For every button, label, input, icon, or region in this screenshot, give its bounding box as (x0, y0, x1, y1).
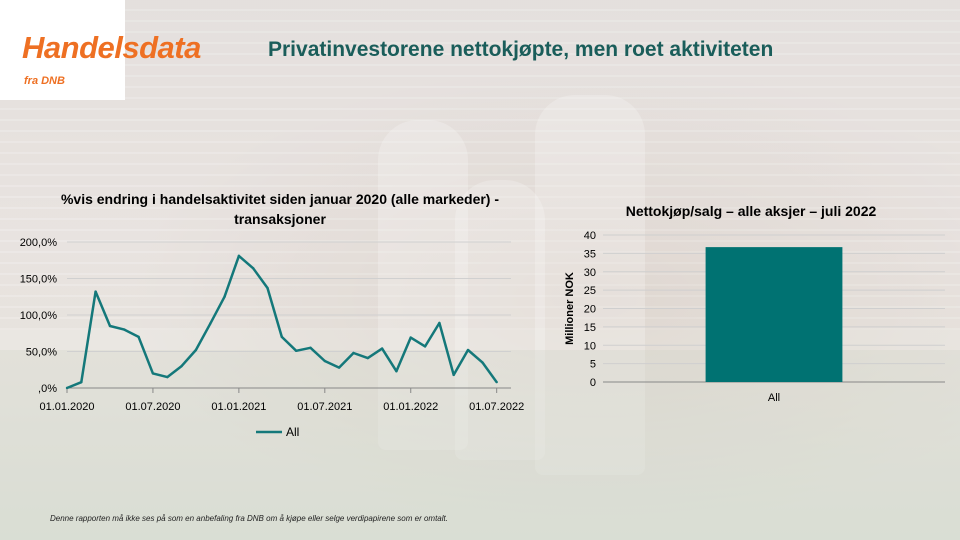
brand-title: Handelsdata (22, 30, 201, 65)
data-point (452, 373, 455, 377)
data-point (94, 290, 97, 293)
x-tick-label: 01.01.2021 (211, 401, 266, 413)
y-tick-label: 10 (584, 340, 596, 352)
data-point (266, 286, 269, 290)
line-chart-title: %vis endring i handelsaktivitet siden ja… (60, 191, 500, 227)
data-point (80, 380, 83, 384)
data-point (280, 335, 284, 339)
y-tick-label: 50,0% (26, 347, 57, 359)
data-point (209, 322, 212, 325)
y-tick-label: 20 (584, 304, 596, 316)
data-point (380, 347, 384, 350)
x-tick-label: 01.07.2022 (469, 401, 524, 413)
series-line-all (66, 254, 498, 390)
x-tick-label: 01.07.2020 (125, 401, 180, 413)
data-point (223, 295, 226, 298)
data-point (123, 328, 126, 331)
disclaimer-text: Denne rapporten må ikke ses på som en an… (50, 514, 448, 523)
data-point (395, 370, 398, 373)
x-tick-label: 01.07.2021 (297, 401, 352, 413)
x-tick-label: 01.01.2020 (39, 401, 94, 413)
y-tick-label: 200,0% (20, 237, 58, 249)
y-tick-label: 5 (590, 359, 596, 371)
data-point (108, 324, 112, 328)
data-point (409, 336, 412, 339)
data-point (151, 372, 155, 375)
data-point (466, 348, 470, 352)
bar-chart: 0 5 10 15 20 25 30 35 40 Millioner NOK All (564, 230, 945, 404)
data-point (337, 366, 341, 369)
data-point (237, 254, 241, 258)
line-chart: ,0% 50,0% 100,0% 150,0% 200,0% 01.01.2020 01.0… (20, 237, 525, 439)
data-point (423, 345, 427, 348)
data-point (309, 346, 312, 350)
page-title: Privatinvestorene nettokjøpte, men roet … (268, 38, 774, 61)
y-tick-label: 150,0% (20, 274, 58, 286)
y-tick-label: ,0% (38, 383, 57, 395)
bar-chart-title: Nettokjøp/salg – alle aksjer – juli 2022 (625, 203, 877, 219)
y-tick-label: 15 (584, 322, 596, 334)
data-point (438, 321, 441, 325)
data-point (495, 380, 498, 384)
y-tick-label: 25 (584, 285, 596, 297)
logo-panel (0, 0, 125, 100)
y-axis-label: Millioner NOK (564, 272, 576, 345)
data-point (294, 349, 298, 352)
data-point (65, 386, 69, 390)
data-point (180, 364, 183, 368)
x-category-label: All (768, 392, 780, 404)
y-tick-label: 100,0% (20, 310, 58, 322)
data-point (166, 375, 169, 379)
y-tick-label: 40 (584, 230, 596, 242)
y-tick-label: 30 (584, 267, 596, 279)
data-point (194, 348, 198, 352)
brand-subtitle: fra DNB (24, 75, 65, 87)
y-tick-label: 35 (584, 248, 596, 260)
data-point (352, 351, 355, 355)
legend-label: All (286, 425, 299, 439)
y-tick-label: 0 (590, 377, 596, 389)
data-point (481, 361, 484, 364)
data-point (323, 359, 327, 363)
data-point (137, 335, 140, 339)
data-point (366, 356, 369, 360)
data-point (251, 267, 255, 270)
x-tick-label: 01.01.2022 (383, 401, 438, 413)
bar-all (705, 247, 843, 382)
